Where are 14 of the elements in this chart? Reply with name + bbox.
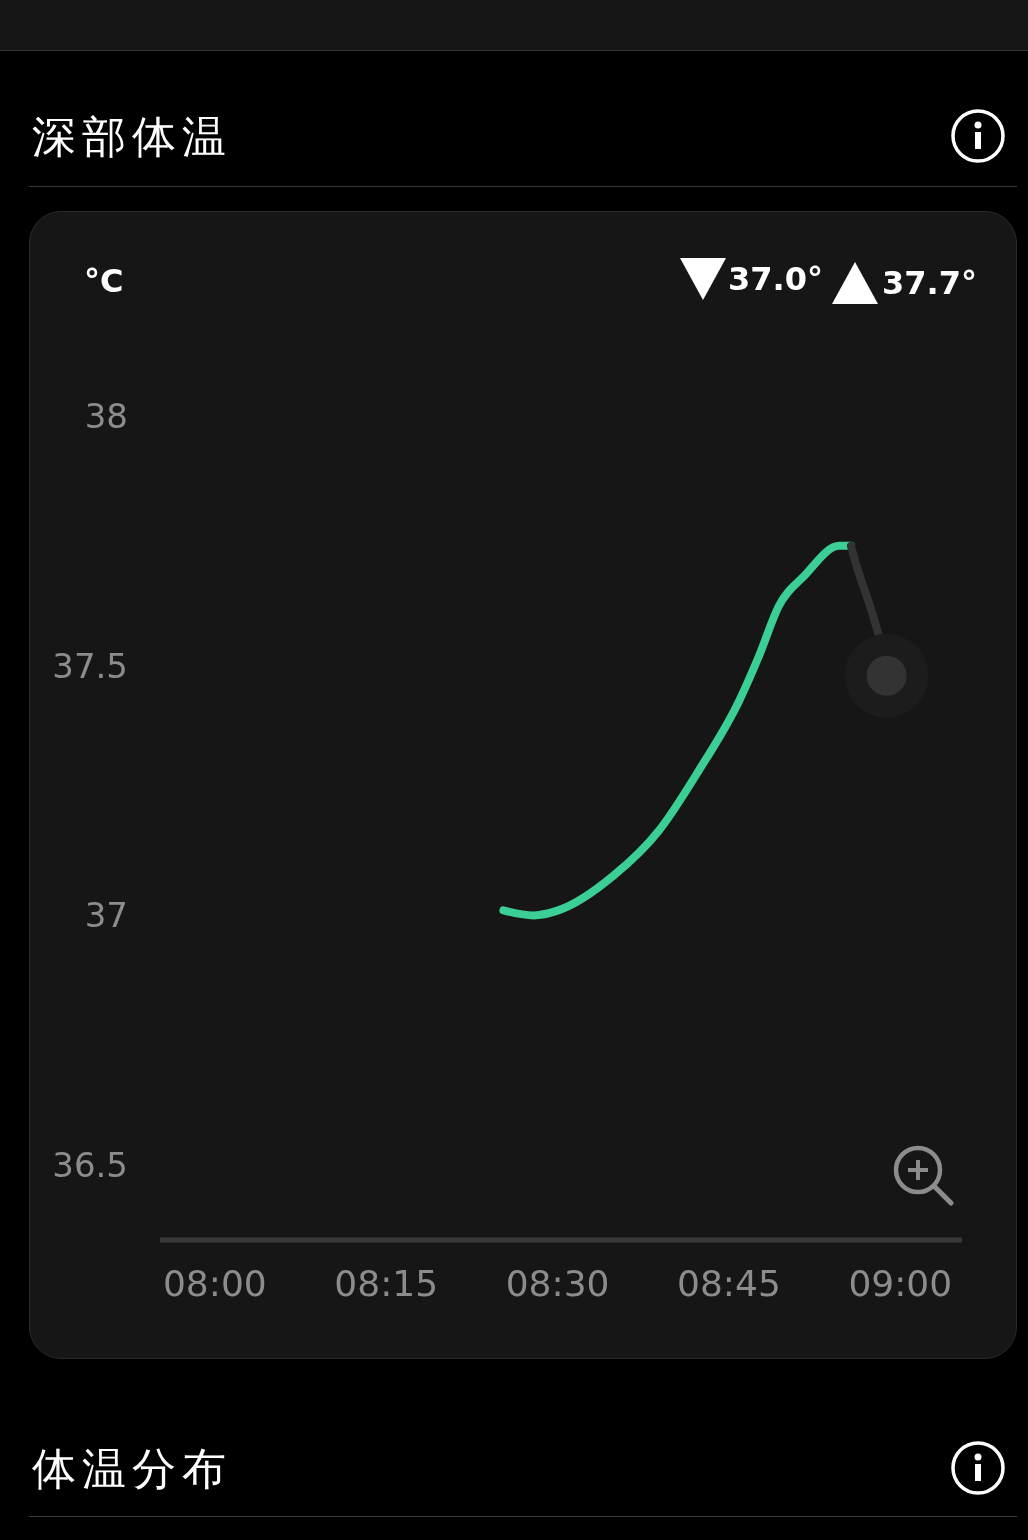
x-tick-label: 08:30 <box>505 1262 610 1304</box>
y-tick-label: 37 <box>84 895 128 936</box>
chart-title: 深部体温 <box>32 110 232 164</box>
y-tick-label: 38 <box>84 396 128 437</box>
y-tick-label: 37.5 <box>52 645 128 686</box>
y-axis-title: °C <box>84 262 124 300</box>
x-tick-label: 08:15 <box>334 1262 439 1304</box>
text: 37.7° <box>882 264 977 302</box>
text: 体温分布 <box>32 1442 232 1496</box>
x-tick-label: 09:00 <box>848 1262 953 1304</box>
x-tick-label: 08:00 <box>162 1262 267 1304</box>
text: 37.0° <box>728 260 823 298</box>
y-tick-label: 36.5 <box>52 1145 128 1186</box>
x-tick-label: 08:45 <box>677 1262 781 1304</box>
